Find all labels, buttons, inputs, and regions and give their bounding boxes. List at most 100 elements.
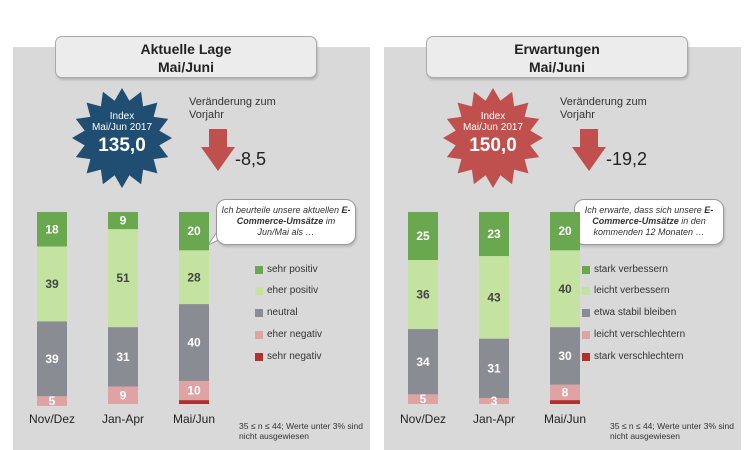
legend-swatch: [582, 266, 590, 274]
data-label: 40: [187, 336, 201, 350]
data-label: 18: [45, 222, 59, 236]
category-label: Jan-Apr: [473, 412, 515, 426]
panel-title-line2: Mai/Juni: [528, 59, 585, 75]
index-value: 135,0: [98, 135, 146, 156]
index-star: Index Mai/Jun 2017 150,0: [442, 87, 544, 189]
bubble-text-pre: Ich beurteile unsere aktuellen: [221, 205, 342, 215]
speech-bubble: Ich erwarte, dass sich unsere E-Commerce…: [574, 199, 724, 245]
bar-segment: [37, 212, 67, 247]
bubble-text-post: im Jun/Mai als …: [257, 216, 336, 237]
footnote: 35 ≤ n ≤ 44; Werte unter 3% sind nicht a…: [239, 421, 363, 441]
bar-segment: [479, 256, 509, 339]
index-label-line2: Mai/Jun 2017: [91, 122, 153, 133]
bar-segment: [37, 396, 67, 406]
data-label: 43: [487, 290, 501, 304]
star-icon: [72, 88, 172, 188]
bar-segment: [108, 327, 138, 387]
data-label: 23: [487, 227, 501, 241]
bubble-text-post: in den kommenden 12 Monaten …: [593, 216, 706, 237]
index-value: 150,0: [469, 135, 517, 156]
bar-segment: [479, 338, 509, 399]
panel-title-line2: Mai/Juni: [157, 59, 214, 75]
legend-label: sehr negativ: [267, 351, 322, 362]
bar-segment: [37, 246, 67, 322]
bar-segment: [550, 400, 580, 404]
panel-aktuelle-lage: Aktuelle Lage Mai/Juni Index Mai/Jun 201…: [13, 36, 370, 450]
data-label: 8: [562, 385, 569, 399]
data-label: 5: [420, 392, 427, 406]
bar-segment: [179, 304, 209, 381]
data-label: 9: [120, 214, 127, 228]
bar-segment: [408, 212, 438, 260]
bar-segment: [479, 212, 509, 257]
bar-segment: [108, 229, 138, 328]
legend-label: neutral: [267, 307, 298, 318]
change-label: Veränderung zum Vorjahr: [560, 96, 647, 121]
category-label: Jan-Apr: [102, 412, 144, 426]
bar-segment: [408, 394, 438, 404]
legend-label: etwa stabil bleiben: [594, 307, 677, 318]
bar-segment: [179, 380, 209, 401]
stacked-bar-chart: 25 36 34 5 Nov/Dez 23 43 31 3 Jan-Apr 20 40 30 8 Mai/J…: [400, 212, 586, 426]
stacked-bar-chart: 18 39 39 5 Nov/Dez 9 51 31 9 Jan-Apr 20 28 40 10 Mai/J…: [29, 212, 215, 426]
bubble-text-bold: E-Commerce-Umsätze: [236, 205, 351, 226]
bar-segment: [550, 250, 580, 328]
legend-swatch: [582, 353, 590, 361]
legend-swatch: [255, 353, 263, 361]
data-label: 20: [187, 224, 201, 238]
legend-swatch: [582, 331, 590, 339]
data-label: 39: [45, 352, 59, 366]
data-label: 10: [187, 384, 201, 398]
category-label: Mai/Jun: [544, 412, 586, 426]
change-label: Veränderung zum Vorjahr: [189, 96, 276, 121]
bar-segment: [179, 400, 209, 404]
data-label: 5: [49, 394, 56, 408]
legend-swatch: [582, 309, 590, 317]
legend-label: stark verbessern: [594, 264, 668, 275]
bar-segment: [550, 327, 580, 385]
star-icon: [443, 88, 543, 188]
bar-segment: [37, 321, 67, 397]
data-label: 40: [558, 282, 572, 296]
data-label: 39: [45, 277, 59, 291]
index-label-line1: Index: [109, 111, 135, 122]
data-label: 30: [558, 349, 572, 363]
bar-segment: [179, 212, 209, 251]
bar-segment: [408, 260, 438, 330]
panel-erwartungen: Erwartungen Mai/Juni Index Mai/Jun 2017 …: [384, 36, 741, 450]
legend-swatch: [255, 287, 263, 295]
panel-title-line1: Erwartungen: [514, 41, 600, 57]
bar-segment: [479, 398, 509, 404]
legend-swatch: [255, 331, 263, 339]
category-label: Mai/Jun: [173, 412, 215, 426]
legend-swatch: [582, 287, 590, 295]
legend-label: eher negativ: [267, 329, 323, 340]
data-label: 31: [116, 350, 130, 364]
bubble-text-pre: Ich erwarte, dass sich unsere: [584, 205, 705, 215]
bubble-text-bold: E-Commerce-Umsätze: [592, 205, 714, 226]
index-label-line1: Index: [480, 111, 506, 122]
legend-swatch: [255, 266, 263, 274]
panel-title: Erwartungen Mai/Juni: [426, 36, 688, 78]
legend-label: stark verschlechtern: [594, 351, 684, 362]
bar-segment: [108, 212, 138, 230]
data-label: 36: [416, 288, 430, 302]
speech-bubble: Ich beurteile unsere aktuellen E-Commerc…: [216, 199, 356, 245]
data-label: 51: [116, 271, 130, 285]
change-value: -19,2: [606, 149, 648, 169]
legend-label: sehr positiv: [267, 264, 318, 275]
data-label: 20: [558, 224, 572, 238]
bar-segment: [550, 212, 580, 251]
footnote: 35 ≤ n ≤ 44; Werte unter 3% sind nicht a…: [610, 421, 734, 441]
legend-swatch: [255, 309, 263, 317]
data-label: 9: [120, 388, 127, 402]
down-arrow-icon: [201, 129, 235, 171]
index-star: Index Mai/Jun 2017 135,0: [71, 87, 173, 189]
change-value: -8,5: [235, 149, 267, 169]
panel-title-line1: Aktuelle Lage: [140, 41, 232, 57]
legend-label: eher positiv: [267, 285, 319, 296]
bar-segment: [108, 386, 138, 404]
data-label: 3: [491, 394, 498, 408]
category-label: Nov/Dez: [400, 412, 446, 426]
bar-segment: [408, 329, 438, 395]
